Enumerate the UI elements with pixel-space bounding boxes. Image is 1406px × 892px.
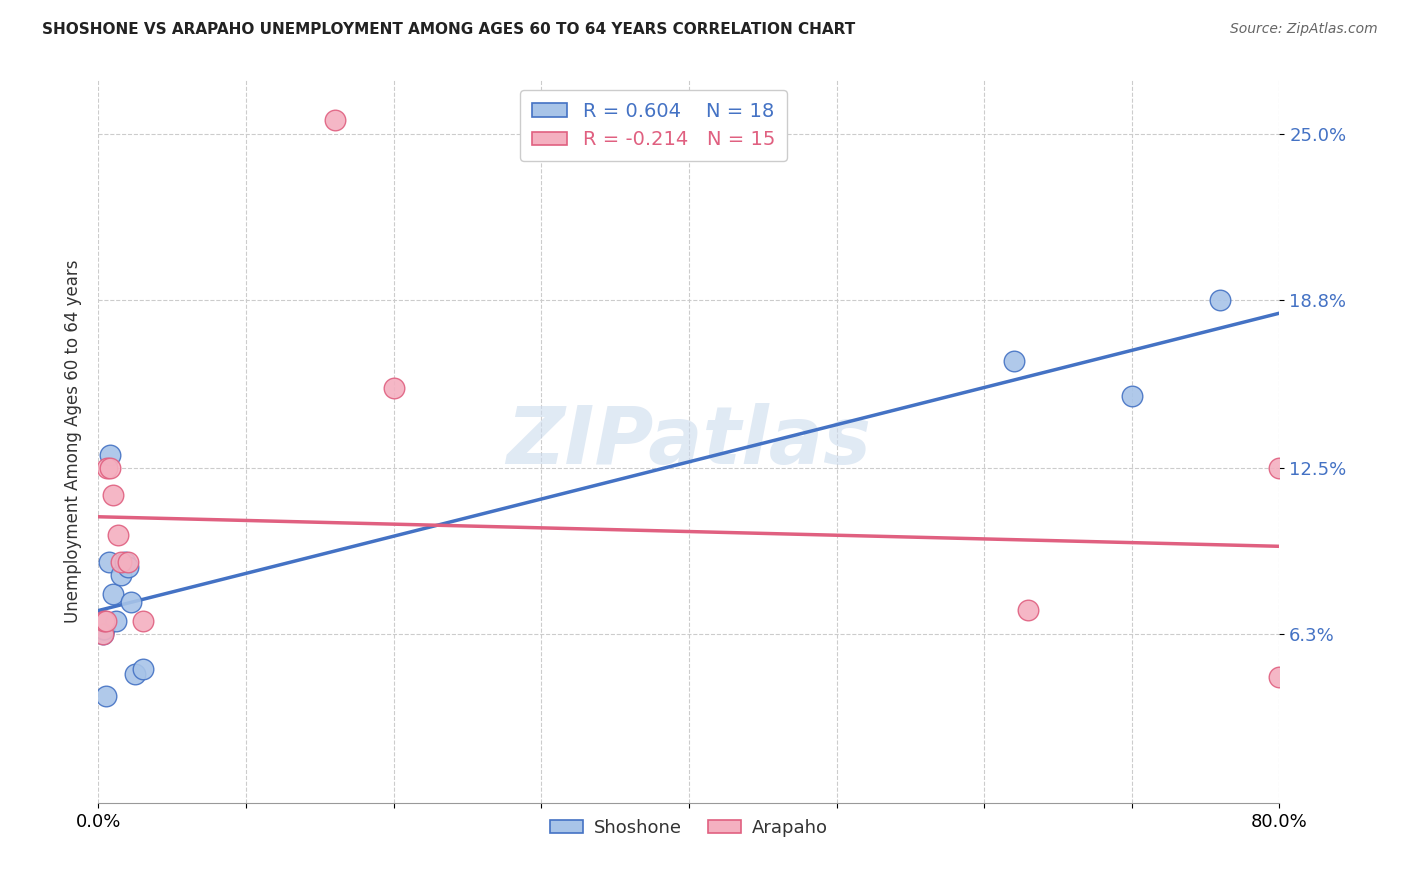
Point — [91, 627, 114, 641]
Point — [107, 528, 129, 542]
Point — [1209, 293, 1232, 307]
Point — [382, 381, 405, 395]
Point — [103, 587, 125, 601]
Text: ZIPatlas: ZIPatlas — [506, 402, 872, 481]
Point — [117, 560, 139, 574]
Text: SHOSHONE VS ARAPAHO UNEMPLOYMENT AMONG AGES 60 TO 64 YEARS CORRELATION CHART: SHOSHONE VS ARAPAHO UNEMPLOYMENT AMONG A… — [42, 22, 855, 37]
Legend: Shoshone, Arapaho: Shoshone, Arapaho — [543, 812, 835, 845]
Point — [98, 448, 121, 462]
Point — [1121, 389, 1143, 403]
Point — [105, 614, 128, 628]
Y-axis label: Unemployment Among Ages 60 to 64 years: Unemployment Among Ages 60 to 64 years — [63, 260, 82, 624]
Point — [93, 622, 115, 636]
Text: Source: ZipAtlas.com: Source: ZipAtlas.com — [1230, 22, 1378, 37]
Point — [132, 662, 155, 676]
Point — [120, 595, 142, 609]
Point — [93, 614, 115, 628]
Point — [1002, 354, 1025, 368]
Point — [1018, 603, 1040, 617]
Point — [124, 667, 146, 681]
Point — [132, 614, 155, 628]
Point — [91, 627, 114, 641]
Point — [323, 113, 346, 128]
Point — [1268, 461, 1291, 475]
Point — [103, 488, 125, 502]
Point — [98, 461, 121, 475]
Point — [94, 689, 117, 703]
Point — [91, 622, 114, 636]
Point — [1268, 670, 1291, 684]
Point — [114, 555, 136, 569]
Point — [117, 555, 139, 569]
Point — [110, 568, 132, 582]
Point — [93, 614, 115, 628]
Point — [97, 555, 120, 569]
Point — [96, 461, 118, 475]
Point — [110, 555, 132, 569]
Point — [94, 614, 117, 628]
